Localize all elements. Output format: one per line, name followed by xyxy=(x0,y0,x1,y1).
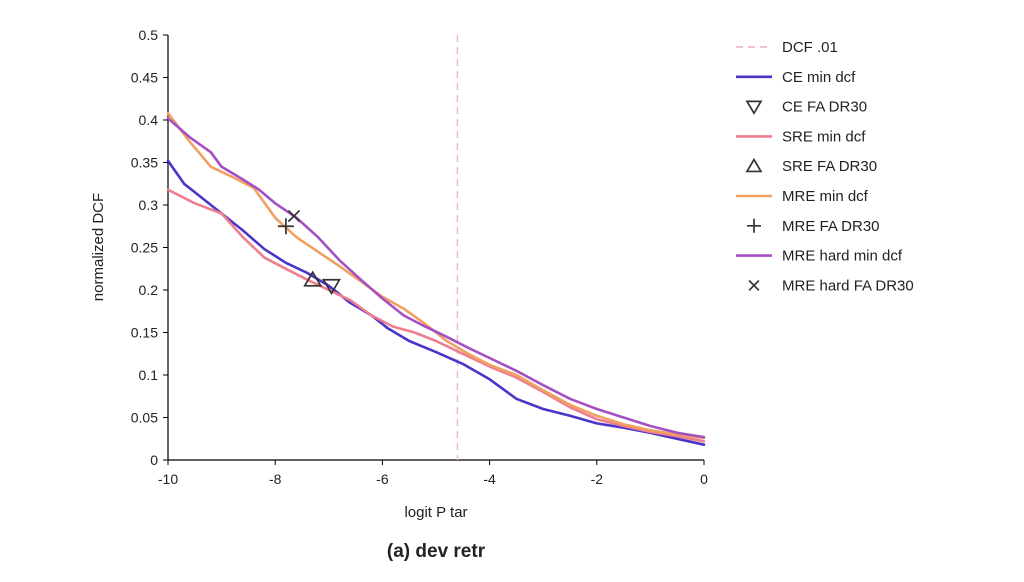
legend-item: CE min dcf xyxy=(736,69,856,86)
series-line-mre-min-dcf xyxy=(166,111,706,440)
y-tick-label: 0.05 xyxy=(131,410,158,426)
x-tick-label: -2 xyxy=(591,471,604,487)
legend-swatch xyxy=(748,279,760,291)
y-tick-label: 0.5 xyxy=(139,27,159,43)
legend-label: MRE FA DR30 xyxy=(782,218,880,235)
legend-label: CE min dcf xyxy=(782,69,856,86)
legend-item: MRE FA DR30 xyxy=(747,218,880,235)
legend-label: DCF .01 xyxy=(782,39,838,56)
legend-swatch xyxy=(745,100,763,115)
y-tick-label: 0.2 xyxy=(139,282,159,298)
y-tick-label: 0.3 xyxy=(139,197,159,213)
legend-label: SRE FA DR30 xyxy=(782,158,877,175)
x-axis-label: logit P tar xyxy=(404,504,467,521)
marker-sre-fa-dr30 xyxy=(303,270,323,287)
legend-label: MRE hard FA DR30 xyxy=(782,277,914,294)
legend: DCF .01 CE min dcf CE FA DR30 SRE min dcf SR… xyxy=(736,39,914,294)
x-tick-label: -4 xyxy=(483,471,496,487)
axis-ticks: -10 -8 -6 -4 -2 0 0 0.05 0.1 0.15 0.2 0.25 0.3 0.35 0.… xyxy=(131,27,708,487)
legend-item: SRE min dcf xyxy=(736,128,866,145)
y-tick-label: 0.4 xyxy=(139,112,159,128)
y-tick-label: 0.25 xyxy=(131,240,158,256)
x-tick-label: -8 xyxy=(269,471,282,487)
legend-label: MRE min dcf xyxy=(782,188,869,205)
legend-item: SRE FA DR30 xyxy=(745,157,877,175)
y-tick-label: 0.45 xyxy=(131,70,158,86)
legend-label: SRE min dcf xyxy=(782,128,866,145)
legend-item: MRE hard FA DR30 xyxy=(748,277,914,294)
y-tick-label: 0.15 xyxy=(131,325,158,341)
legend-item: DCF .01 xyxy=(736,39,838,56)
y-tick-label: 0.1 xyxy=(139,367,159,383)
y-tick-label: 0 xyxy=(150,452,158,468)
y-tick-label: 0.35 xyxy=(131,155,158,171)
series-line-sre-min-dcf xyxy=(166,188,706,443)
marker-mre-hard-fa-dr30 xyxy=(287,209,301,223)
legend-label: CE FA DR30 xyxy=(782,99,867,116)
legend-swatch xyxy=(747,218,761,233)
legend-item: CE FA DR30 xyxy=(745,99,867,116)
chart-caption: (a) dev retr xyxy=(387,541,486,562)
y-axis-label: normalized DCF xyxy=(90,193,107,301)
series-line-ce-min-dcf xyxy=(166,159,706,447)
legend-label: MRE hard min dcf xyxy=(782,248,903,265)
legend-item: MRE hard min dcf xyxy=(736,248,903,265)
legend-item: MRE min dcf xyxy=(736,188,869,205)
plot-area xyxy=(166,35,706,461)
x-tick-label: -10 xyxy=(158,471,178,487)
series-line-mre-hard-min-dcf xyxy=(166,117,706,439)
marker-mre-fa-dr30 xyxy=(277,218,294,235)
marker-ce-fa-dr30 xyxy=(321,278,341,296)
legend-swatch xyxy=(745,157,763,173)
x-tick-label: 0 xyxy=(700,471,708,487)
x-tick-label: -6 xyxy=(376,471,389,487)
